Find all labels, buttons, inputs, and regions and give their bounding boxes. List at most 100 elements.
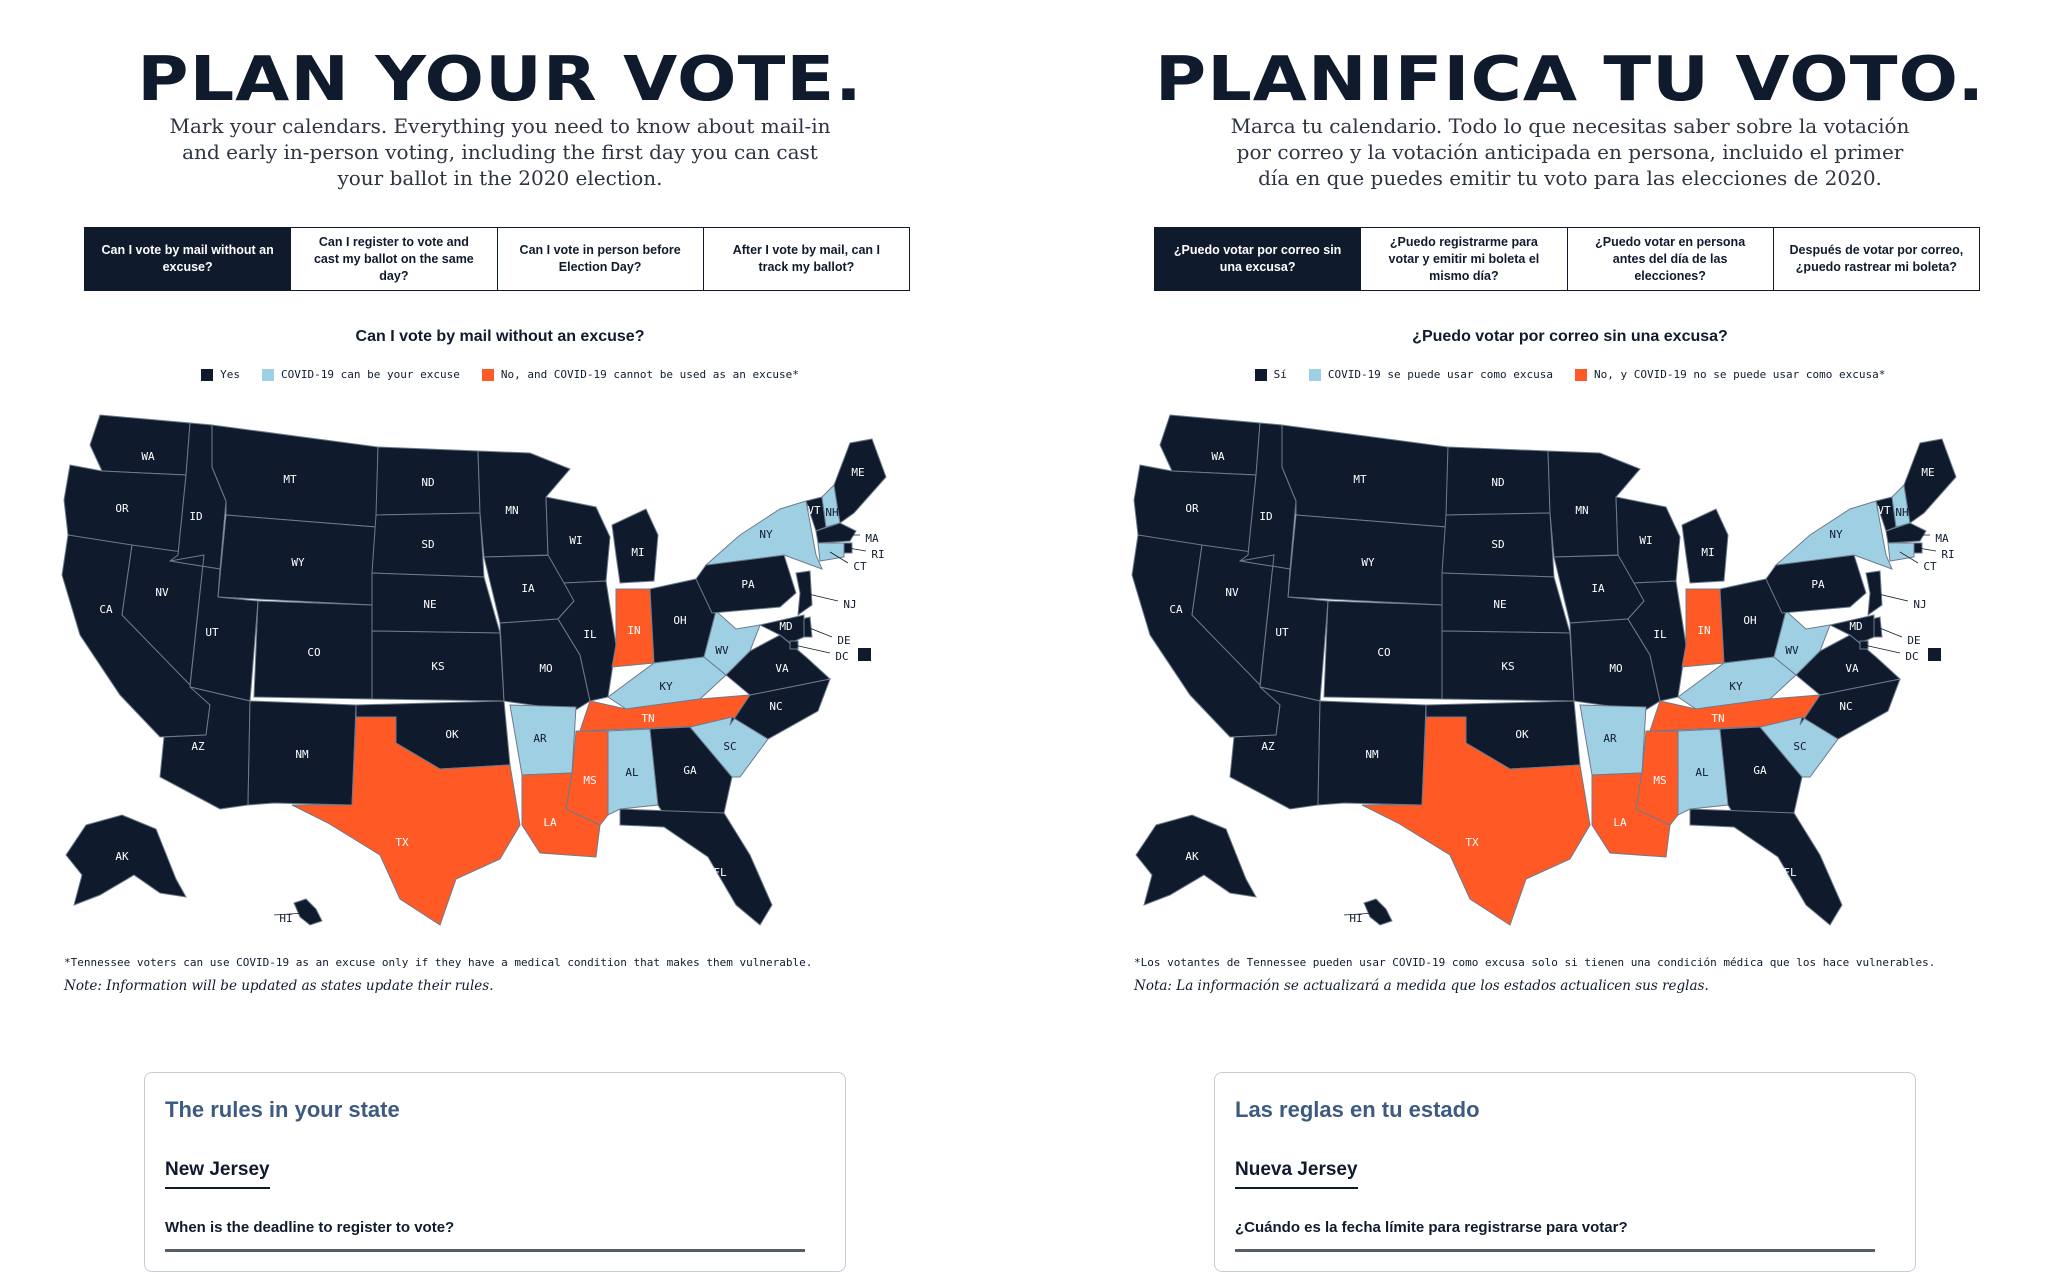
state-rules-card: The rules in your state New Jersey When …	[144, 1072, 846, 1272]
intro-text: Mark your calendars. Everything you need…	[169, 114, 831, 190]
dc-marker[interactable]	[1928, 648, 1941, 661]
map-question: Can I vote by mail without an excuse?	[355, 328, 645, 345]
state-al[interactable]	[607, 728, 659, 816]
state-hi[interactable]	[293, 898, 323, 926]
state-label-tn: TN	[1711, 712, 1724, 725]
state-ny[interactable]	[704, 500, 823, 570]
state-md[interactable]	[1828, 614, 1875, 644]
rules-state-name[interactable]: Nueva Jersey	[1235, 1159, 1358, 1189]
state-label-de: DE	[1907, 634, 1920, 647]
state-label-ky: KY	[1729, 680, 1743, 693]
state-ny[interactable]	[1774, 500, 1893, 570]
state-ak[interactable]	[1135, 814, 1257, 906]
state-hi[interactable]	[1363, 898, 1393, 926]
legend-label-yes: Sí	[1273, 368, 1287, 381]
state-label-nv: NV	[155, 586, 169, 599]
state-tx[interactable]	[291, 716, 521, 926]
state-wa[interactable]	[1159, 414, 1261, 476]
state-fl[interactable]	[1689, 808, 1843, 926]
tab-early-in-person[interactable]: Can I vote in person before Election Day…	[496, 228, 703, 290]
legend-swatch-covid	[262, 368, 275, 381]
tab-same-day-registration[interactable]: Can I register to vote and cast my ballo…	[290, 228, 496, 290]
tab-same-day-registration[interactable]: ¿Puedo registrarme para votar y emitir m…	[1360, 228, 1566, 290]
state-label-mn: MN	[1575, 504, 1588, 517]
state-label-wy: WY	[291, 556, 305, 569]
state-label-ms: MS	[583, 774, 596, 787]
tab-vote-by-mail[interactable]: Can I vote by mail without an excuse?	[85, 228, 291, 290]
state-label-me: ME	[1921, 466, 1934, 479]
tab-vote-by-mail[interactable]: ¿Puedo votar por correo sin una excusa?	[1155, 228, 1361, 290]
state-label-ak: AK	[115, 850, 129, 863]
state-fl[interactable]	[619, 808, 773, 926]
dc-marker[interactable]	[858, 648, 871, 661]
state-label-md: MD	[779, 620, 792, 633]
state-mi[interactable]	[1681, 508, 1729, 584]
legend-item-no: No, and COVID-19 cannot be used as an ex…	[481, 368, 799, 381]
state-label-nm: NM	[295, 748, 309, 761]
state-label-ne: NE	[423, 598, 436, 611]
state-label-ca: CA	[1169, 603, 1183, 616]
state-md[interactable]	[758, 614, 805, 644]
state-label-wv: WV	[715, 644, 729, 657]
state-label-vt: VT	[807, 504, 821, 517]
state-label-co: CO	[307, 646, 320, 659]
tab-early-in-person[interactable]: ¿Puedo votar en persona antes del día de…	[1566, 228, 1773, 290]
state-ma[interactable]	[1885, 522, 1927, 544]
state-nm[interactable]	[1317, 700, 1427, 806]
state-label-ok: OK	[445, 728, 459, 741]
state-sc[interactable]	[689, 716, 769, 778]
state-mi[interactable]	[611, 508, 659, 584]
state-label-dc: DC	[1905, 650, 1918, 663]
state-label-pa: PA	[1811, 578, 1825, 591]
state-sc[interactable]	[1759, 716, 1839, 778]
state-label-in: IN	[627, 624, 640, 637]
state-label-ok: OK	[1515, 728, 1529, 741]
tab-track-ballot[interactable]: Después de votar por correo, ¿puedo rast…	[1772, 228, 1979, 290]
state-label-sd: SD	[1491, 538, 1504, 551]
panel-spanish: PLANIFICA TU VOTO. Marca tu calendario. …	[1070, 0, 2064, 1272]
update-note: Nota: La información se actualizará a me…	[1134, 978, 1709, 994]
state-label-sc: SC	[723, 740, 736, 753]
update-note: Note: Information will be updated as sta…	[64, 978, 494, 994]
state-label-mn: MN	[505, 504, 518, 517]
state-me[interactable]	[1903, 438, 1957, 524]
state-wa[interactable]	[89, 414, 191, 476]
state-label-md: MD	[1849, 620, 1862, 633]
state-label-mi: MI	[1701, 546, 1714, 559]
rules-question: ¿Cuándo es la fecha límite para registra…	[1235, 1219, 1628, 1236]
state-in[interactable]	[611, 588, 655, 668]
state-nm[interactable]	[247, 700, 357, 806]
state-ma[interactable]	[815, 522, 857, 544]
state-label-ct: CT	[853, 560, 867, 573]
legend-swatch-no	[481, 368, 494, 381]
state-label-nh: NH	[825, 506, 838, 519]
state-label-wi: WI	[569, 534, 582, 547]
state-label-il: IL	[1653, 628, 1667, 641]
state-ut[interactable]	[1239, 554, 1329, 702]
state-ut[interactable]	[169, 554, 259, 702]
state-label-la: LA	[543, 816, 557, 829]
state-me[interactable]	[833, 438, 887, 524]
tab-track-ballot[interactable]: After I vote by mail, can I track my bal…	[702, 228, 909, 290]
state-label-wv: WV	[1785, 644, 1799, 657]
state-label-ri: RI	[871, 548, 884, 561]
state-label-in: IN	[1697, 624, 1710, 637]
state-label-ut: UT	[205, 626, 219, 639]
state-label-nc: NC	[1839, 700, 1852, 713]
state-label-nd: ND	[1491, 476, 1504, 489]
rules-state-name[interactable]: New Jersey	[165, 1159, 270, 1189]
panel-english: PLAN YOUR VOTE. Mark your calendars. Eve…	[0, 0, 1032, 1272]
state-tx[interactable]	[1361, 716, 1591, 926]
state-label-oh: OH	[673, 614, 686, 627]
state-label-ri: RI	[1941, 548, 1954, 561]
state-in[interactable]	[1681, 588, 1725, 668]
state-al[interactable]	[1677, 728, 1729, 816]
legend-item-covid: COVID-19 se puede usar como excusa	[1308, 368, 1553, 381]
state-label-il: IL	[583, 628, 597, 641]
state-label-la: LA	[1613, 816, 1627, 829]
state-label-nc: NC	[769, 700, 782, 713]
us-state-map: WA OR CA NV ID MT WY UT AZ CO NM ND SD NE KS OK TX MN IA MO…	[1131, 414, 1957, 926]
state-ak[interactable]	[65, 814, 187, 906]
state-label-ms: MS	[1653, 774, 1666, 787]
state-label-va: VA	[1845, 662, 1859, 675]
